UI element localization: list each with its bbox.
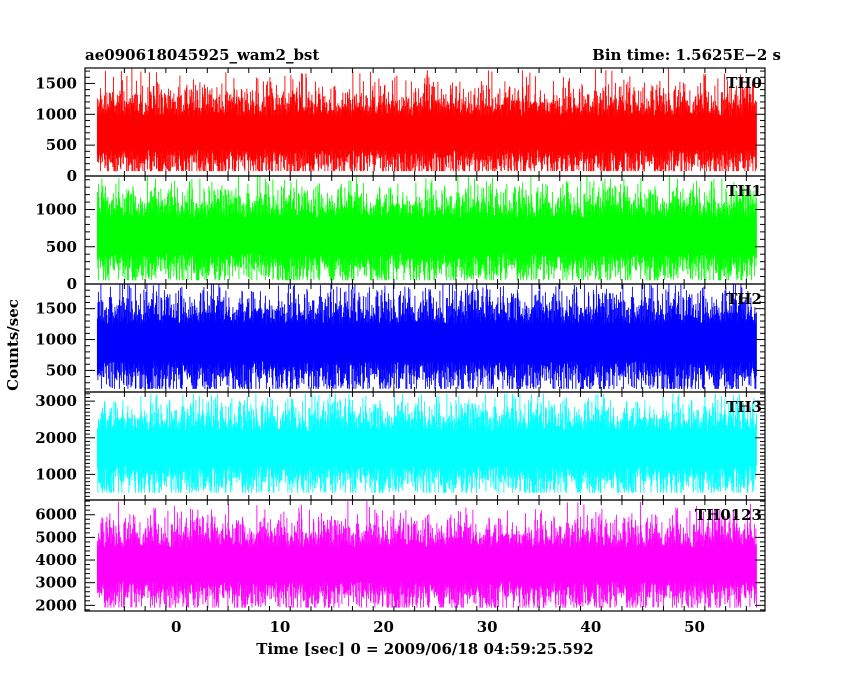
y-tick-label: 6000 (35, 506, 77, 524)
y-tick-label: 1000 (35, 105, 77, 123)
panel-th1: 0 500 1000 TH1 (35, 175, 766, 293)
y-axis-label: Counts/sec (4, 299, 22, 391)
panel-th3: 1000 2000 3000 TH3 (35, 391, 766, 501)
y-tick-label: 3000 (35, 392, 77, 410)
series-line-th0123 (96, 501, 757, 608)
x-tick-label: 50 (684, 618, 705, 636)
panel-label-th3: TH3 (726, 398, 762, 416)
y-tick-label: 500 (46, 238, 77, 256)
x-tick-label: 30 (477, 618, 498, 636)
series-line-th2 (96, 284, 757, 389)
panel-label-th0: TH0 (726, 74, 762, 92)
y-tick-label: 0 (67, 167, 77, 185)
panel-label-th2: TH2 (726, 290, 762, 308)
panel-label-th1: TH1 (726, 182, 762, 200)
y-tick-label: 2000 (35, 596, 77, 614)
y-tick-label: 1000 (35, 201, 77, 219)
y-tick-label: 1000 (35, 331, 77, 349)
x-tick-label: 10 (269, 618, 290, 636)
y-tick-label: 2000 (35, 429, 77, 447)
y-tick-label: 500 (46, 136, 77, 154)
x-tick-label: 40 (580, 618, 601, 636)
panel-th0: 0 500 1000 1500 TH0 (35, 67, 766, 185)
chart-title-right: Bin time: 1.5625E−2 s (592, 46, 781, 64)
panel-label-th0123: TH0123 (695, 506, 762, 524)
panel-th2: 500 1000 1500 TH2 (35, 283, 766, 393)
y-tick-label: 1500 (35, 300, 77, 318)
y-tick-label: 0 (67, 275, 77, 293)
y-tick-label: 4000 (35, 551, 77, 569)
x-tick-label: 20 (373, 618, 394, 636)
series-line-th1 (96, 176, 757, 281)
y-tick-label: 1000 (35, 465, 77, 483)
series-line-th3 (96, 393, 757, 493)
x-tick-label: 0 (171, 618, 181, 636)
x-axis-label: Time [sec] 0 = 2009/06/18 04:59:25.592 (256, 640, 593, 658)
y-tick-label: 500 (46, 361, 77, 379)
y-tick-label: 5000 (35, 528, 77, 546)
chart-title-left: ae090618045925_wam2_bst (85, 46, 319, 64)
series-line-th0 (96, 68, 757, 172)
y-tick-label: 1500 (35, 74, 77, 92)
panel-th0123: 2000 3000 4000 5000 6000 TH0123 (35, 499, 766, 614)
y-tick-label: 3000 (35, 574, 77, 592)
